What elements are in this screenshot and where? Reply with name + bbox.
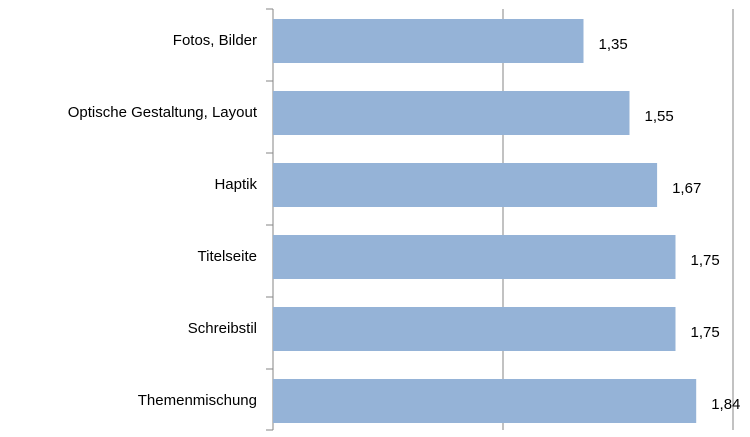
data-label: 1,35: [599, 36, 628, 53]
category-label: Fotos, Bilder: [173, 32, 257, 49]
data-label: 1,84: [711, 396, 740, 413]
data-label: 1,55: [645, 108, 674, 125]
bar: [273, 235, 676, 279]
bar: [273, 379, 697, 423]
bar: [273, 163, 658, 207]
category-label: Optische Gestaltung, Layout: [68, 104, 258, 121]
category-label: Schreibstil: [188, 320, 257, 337]
category-label: Titelseite: [198, 248, 257, 265]
bar: [273, 91, 630, 135]
category-label: Haptik: [214, 176, 257, 193]
bar: [273, 19, 584, 63]
data-label: 1,75: [691, 324, 720, 341]
data-label: 1,75: [691, 252, 720, 269]
data-label: 1,67: [672, 180, 701, 197]
bar: [273, 307, 676, 351]
category-label: Themenmischung: [138, 392, 257, 409]
